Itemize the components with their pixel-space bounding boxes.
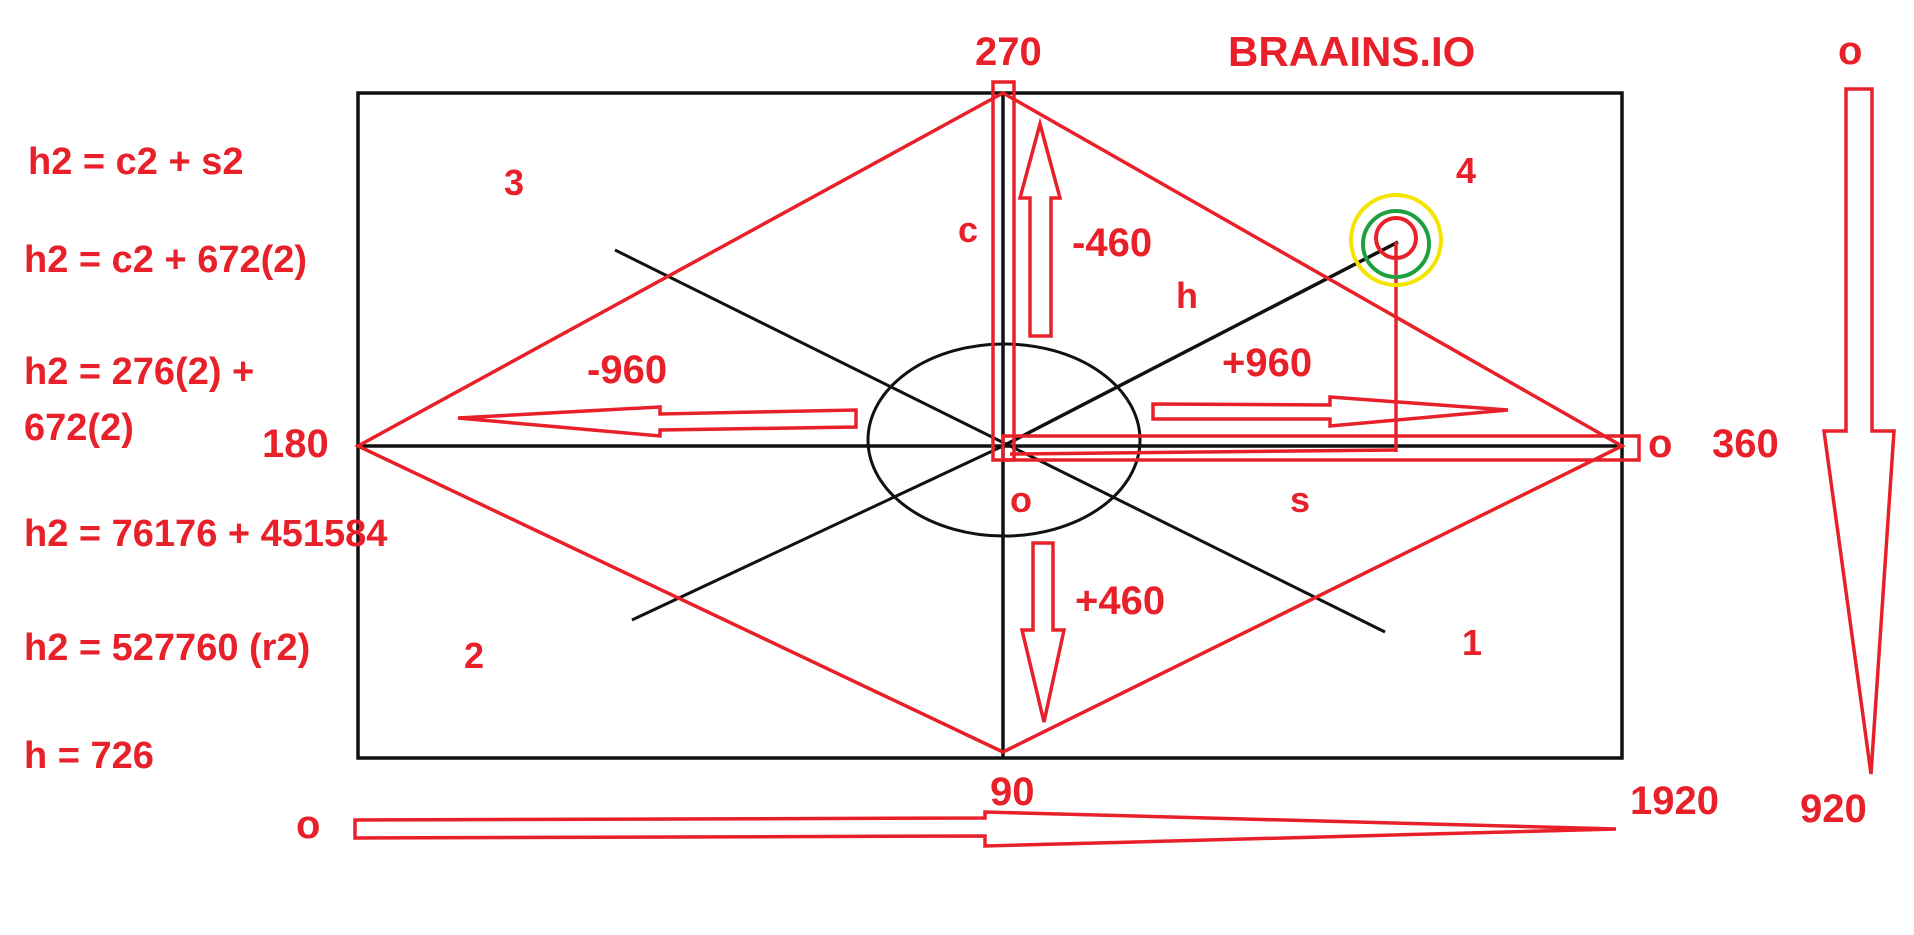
hypotenuse-line (1002, 240, 1399, 448)
angle-270: 270 (975, 30, 1042, 74)
arrow-up (1017, 117, 1063, 338)
angle-0-right: o (1648, 422, 1672, 466)
offset-right-label: +960 (1222, 341, 1312, 385)
x-range-arrow (353, 810, 1617, 848)
x-start-label: o (296, 803, 320, 847)
y-range-arrow (1821, 87, 1896, 775)
target-ring-middle (1361, 209, 1431, 279)
y-end-label: 920 (1800, 787, 1867, 831)
equation-3a: h2 = 276(2) + (24, 351, 254, 393)
title-text: BRAAINS.IO (1228, 28, 1475, 75)
base-line (1009, 448, 1397, 456)
target-ring-outer (1349, 193, 1443, 287)
angle-90: 90 (990, 770, 1035, 814)
target-ring-inner (1374, 216, 1418, 260)
quadrant-4: 4 (1456, 150, 1476, 191)
diagonal-line-a (614, 248, 1386, 634)
arrow-down (1019, 541, 1067, 723)
x-end-label: 1920 (1630, 779, 1719, 823)
diagonal-line-b (631, 444, 1004, 622)
offset-up-label: -460 (1072, 221, 1152, 265)
equation-4: h2 = 76176 + 451584 (24, 513, 387, 555)
angle-360: 360 (1712, 422, 1779, 466)
equation-5: h2 = 527760 (r2) (24, 627, 310, 669)
offset-left-label: -960 (587, 348, 667, 392)
equation-2: h2 = c2 + 672(2) (24, 239, 307, 281)
quadrant-2: 2 (464, 635, 484, 676)
arrow-right (1151, 395, 1509, 428)
arrow-left (457, 405, 858, 438)
quadrant-1: 1 (1462, 622, 1482, 663)
offset-down-label: +460 (1075, 579, 1165, 623)
equation-6: h = 726 (24, 735, 154, 777)
angle-180: 180 (262, 422, 329, 466)
side-h-label: h (1176, 275, 1198, 316)
quadrant-3: 3 (504, 162, 524, 203)
equation-1: h2 = c2 + s2 (28, 141, 244, 183)
center-ellipse (866, 342, 1142, 538)
red-diamond (354, 90, 1626, 754)
horizontal-bar (1001, 434, 1641, 462)
side-c-label: c (958, 209, 978, 250)
equation-3b: 672(2) (24, 407, 134, 449)
screen-frame (356, 91, 1624, 760)
side-s-label: s (1290, 479, 1310, 520)
origin-label: o (1010, 479, 1032, 520)
y-start-label: o (1838, 29, 1862, 73)
